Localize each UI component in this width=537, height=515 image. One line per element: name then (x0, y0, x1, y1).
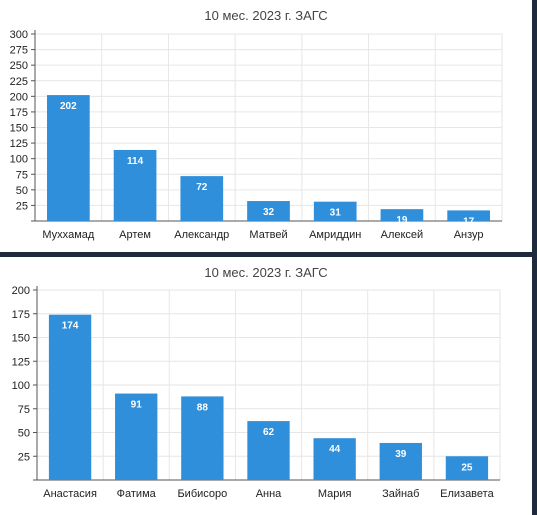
bottom-bar (48, 314, 92, 480)
bottom-data-label: 39 (395, 449, 407, 460)
top-bar (313, 201, 357, 221)
chart-title-bottom: 10 мес. 2023 г. ЗАГС (204, 265, 328, 280)
bottom-y-tick-label: 50 (18, 428, 30, 440)
bottom-bar (313, 438, 356, 480)
bottom-y-tick-label: 100 (12, 380, 30, 392)
bottom-data-label: 174 (62, 321, 79, 332)
bottom-y-tick-label: 150 (12, 333, 30, 345)
top-y-tick-label: 50 (16, 185, 28, 197)
bottom-data-label: 91 (131, 400, 143, 411)
top-y-tick-label: 75 (16, 169, 28, 181)
bottom-data-label: 62 (263, 427, 275, 438)
top-category-label: Амриддин (309, 229, 361, 241)
top-category-label: Александр (174, 229, 229, 241)
bottom-data-label: 25 (461, 462, 473, 473)
bottom-y-tick-label: 175 (12, 309, 30, 321)
top-data-label: 31 (330, 208, 342, 219)
top-bar (180, 176, 224, 221)
top-y-tick-label: 300 (10, 29, 28, 41)
top-data-label: 114 (127, 156, 144, 167)
top-data-label: 19 (396, 215, 408, 226)
chart-top: 25 50 75 100 125 150 175 200 225 250 275 300 202 Мухx… (10, 29, 503, 241)
top-y-tick-label: 225 (10, 76, 28, 88)
top-bar (380, 209, 424, 221)
top-data-label: 32 (263, 207, 275, 218)
top-y-tick-label: 200 (10, 91, 28, 103)
top-bar (47, 95, 90, 221)
top-y-tick-label: 125 (10, 138, 28, 150)
top-bar (113, 149, 157, 221)
top-data-label: 72 (196, 182, 208, 193)
bottom-category-label: Бибисоро (177, 488, 227, 500)
bottom-bar (115, 393, 158, 480)
top-data-label: 17 (463, 216, 475, 227)
chart-bottom: 25 50 75 100 125 150 175 200 174 Анастасия 91 Фатим… (12, 285, 501, 500)
bottom-bar (181, 396, 224, 480)
bottom-data-label: 44 (329, 444, 341, 455)
top-bar (447, 210, 490, 221)
top-data-label: 202 (60, 101, 77, 112)
bottom-bar (445, 456, 489, 480)
bottom-y-tick-label: 200 (12, 285, 30, 297)
top-category-label: Анзур (454, 229, 484, 241)
top-category-label: Мухxамад (42, 229, 95, 241)
bottom-bar (247, 421, 290, 480)
bottom-data-label: 88 (197, 402, 209, 413)
top-y-tick-label: 275 (10, 45, 28, 57)
bottom-category-label: Мария (318, 488, 352, 500)
top-category-label: Артем (119, 229, 151, 241)
bottom-category-label: Анна (256, 488, 282, 500)
bottom-y-tick-label: 75 (18, 404, 30, 416)
bottom-category-label: Елизавета (440, 488, 494, 500)
top-y-tick-label: 100 (10, 154, 28, 166)
bottom-y-tick-label: 25 (18, 451, 30, 463)
top-category-label: Алексей (381, 229, 424, 241)
chart-panel-bottom: 10 мес. 2023 г. ЗАГС 25 50 75 100 125 150 175 2… (0, 257, 532, 515)
bottom-category-label: Зайнаб (382, 488, 419, 500)
top-bar (247, 201, 290, 221)
bottom-bar (379, 442, 422, 480)
chart-panel-top: 10 мес. 2023 г. ЗАГС 25 50 75 100 125 150 175 2… (0, 0, 532, 252)
top-y-tick-label: 25 (16, 200, 28, 212)
bottom-category-label: Фатима (117, 488, 157, 500)
top-y-tick-label: 175 (10, 107, 28, 119)
bottom-y-tick-label: 125 (12, 356, 30, 368)
top-y-tick-label: 150 (10, 123, 28, 135)
top-category-label: Матвей (249, 229, 287, 241)
top-y-tick-label: 250 (10, 60, 28, 72)
chart-title-top: 10 мес. 2023 г. ЗАГС (204, 8, 328, 23)
bottom-category-label: Анастасия (43, 488, 97, 500)
